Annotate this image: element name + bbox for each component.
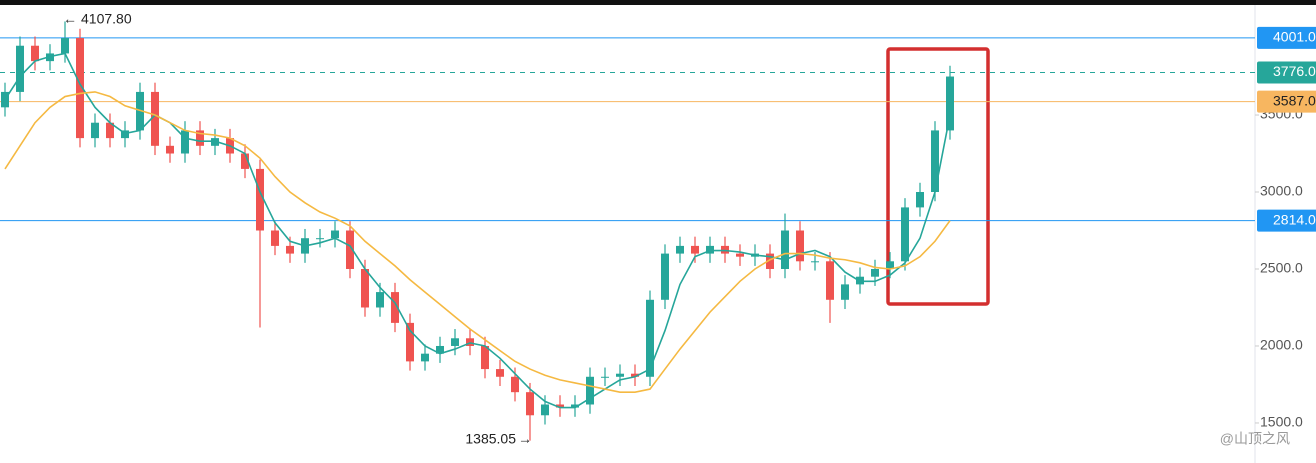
candle-body — [661, 253, 669, 300]
moving-average — [4, 91, 951, 393]
candle-body — [421, 353, 429, 362]
candle-body — [811, 261, 819, 263]
level-badge — [1257, 61, 1316, 84]
candle-body — [541, 404, 549, 416]
high-annotation: 4107.80 — [81, 11, 132, 27]
candle-body — [616, 373, 624, 377]
candle-body — [676, 245, 684, 254]
candle-body — [646, 299, 654, 377]
candle-body — [331, 230, 339, 239]
candle-body — [886, 261, 894, 269]
candle-body — [181, 130, 189, 154]
high-arrow: ← — [63, 11, 77, 27]
candle-body — [526, 392, 534, 416]
candle-body — [391, 292, 399, 323]
level-label: 2814.0 — [1273, 211, 1316, 227]
low-arrow: → — [518, 431, 532, 447]
y-tick-label: 1500.0 — [1260, 414, 1303, 430]
y-tick-label: 2500.0 — [1260, 260, 1303, 276]
y-tick-label: 3000.0 — [1260, 183, 1303, 199]
candle-body — [91, 122, 99, 139]
candle-body — [271, 230, 279, 246]
candle-body — [316, 238, 324, 240]
candle-body — [556, 404, 564, 408]
candle-body — [796, 230, 804, 262]
candle-body — [871, 268, 879, 277]
candle-body — [361, 268, 369, 308]
candle-body — [256, 168, 264, 231]
candle-body — [931, 130, 939, 193]
candle-body — [766, 253, 774, 269]
level-label: 4001.0 — [1273, 29, 1316, 45]
level-badge — [1257, 26, 1316, 49]
candle-body — [586, 376, 594, 405]
candle-body — [481, 345, 489, 370]
y-tick-label: 2000.0 — [1260, 337, 1303, 353]
candle-body — [76, 38, 84, 139]
candle-body — [916, 192, 924, 208]
level-badge — [1257, 90, 1316, 113]
level-label: 3587.0 — [1273, 92, 1316, 108]
candle-body — [571, 404, 579, 408]
candle-body — [166, 145, 174, 154]
candle-body — [901, 207, 909, 262]
moving-average — [4, 52, 951, 409]
candle-body — [436, 345, 444, 354]
candle-body — [16, 45, 24, 92]
candle-body — [196, 130, 204, 146]
candle-body — [31, 45, 39, 62]
top-bar — [0, 0, 1316, 5]
candle-body — [106, 122, 114, 139]
watermark: @山顶之风 — [1220, 431, 1290, 447]
level-label: 3776.0 — [1273, 63, 1316, 79]
low-annotation: 1385.05 — [465, 431, 516, 447]
candle-body — [406, 322, 414, 362]
candle-body — [601, 376, 609, 378]
candle-body — [376, 292, 384, 308]
candle-body — [781, 230, 789, 269]
candle-body — [736, 253, 744, 257]
candle-body — [61, 38, 69, 54]
candle-body — [841, 284, 849, 300]
candle-body — [451, 338, 459, 346]
candle-body — [511, 376, 519, 393]
candle-body — [946, 76, 954, 131]
candle-body — [496, 369, 504, 377]
level-badge — [1257, 209, 1316, 232]
candle-body — [631, 373, 639, 377]
candle-body — [151, 91, 159, 146]
candle-body — [346, 230, 354, 269]
highlight-box — [886, 47, 990, 306]
candle-body — [826, 261, 834, 300]
candle-body — [286, 245, 294, 254]
candle-body — [241, 153, 249, 169]
candle-body — [691, 245, 699, 254]
